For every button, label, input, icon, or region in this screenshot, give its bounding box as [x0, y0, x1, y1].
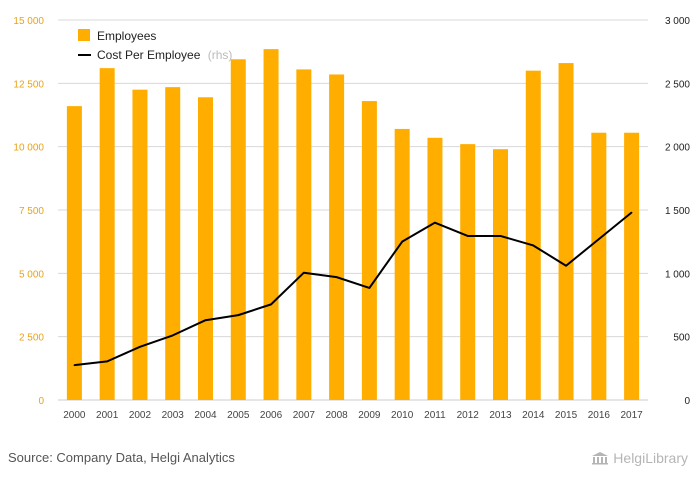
x-tick-label: 2005: [227, 410, 250, 421]
x-tick-label: 2012: [457, 410, 480, 421]
brand-name: HelgiLibrary: [613, 450, 688, 466]
bar-employees: [165, 87, 181, 400]
legend-label-cost-text: Cost Per Employee: [97, 48, 201, 62]
line-series-cost-per-employee: [73, 211, 633, 367]
line-point-cost-per-employee: [630, 211, 633, 214]
library-building-icon: [592, 452, 609, 465]
line-point-cost-per-employee: [73, 364, 76, 366]
x-tick-label: 2002: [129, 410, 152, 421]
legend-label-rhs-hint: (rhs): [208, 48, 233, 62]
x-tick-label: 2003: [162, 410, 185, 421]
bar-employees: [198, 97, 213, 401]
right-tick-label: 3 000: [665, 16, 690, 27]
x-tick-label: 2014: [522, 410, 545, 421]
bar-employees: [99, 68, 115, 400]
right-tick-label: 1 000: [665, 269, 690, 280]
source-note: Source: Company Data, Helgi Analytics: [8, 450, 235, 465]
x-tick-label: 2010: [391, 410, 414, 421]
legend: Employees Cost Per Employee (rhs): [78, 29, 232, 62]
left-tick-label: 10 000: [13, 143, 44, 154]
line-point-cost-per-employee: [499, 235, 502, 237]
bar-employees: [493, 149, 508, 400]
bar-employees: [427, 137, 443, 401]
left-tick-label: 12 500: [13, 79, 44, 90]
bar-employees: [394, 128, 410, 400]
bar-employees: [460, 144, 476, 400]
x-tick-label: 2015: [555, 410, 578, 421]
line-point-cost-per-employee: [401, 240, 403, 243]
grid-lines: [58, 19, 648, 401]
left-tick-label: 0: [38, 396, 44, 407]
bar-employees: [263, 49, 279, 401]
x-tick-label: 2004: [194, 410, 217, 421]
line-point-cost-per-employee: [565, 264, 567, 267]
bar-employees: [230, 59, 246, 401]
left-tick-label: 5 000: [19, 269, 44, 280]
x-tick-label: 2000: [63, 410, 86, 421]
line-point-cost-per-employee: [106, 360, 108, 363]
bar-employees: [591, 132, 607, 400]
x-tick-label: 2011: [424, 410, 446, 421]
brand-logo: HelgiLibrary: [591, 450, 688, 466]
line-point-cost-per-employee: [532, 244, 535, 247]
line-point-cost-per-employee: [237, 314, 240, 316]
line-point-cost-per-employee: [368, 287, 371, 289]
line-point-cost-per-employee: [139, 346, 141, 348]
line-point-cost-per-employee: [303, 271, 305, 274]
bar-employees: [361, 101, 377, 401]
x-tick-label: 2007: [293, 410, 316, 421]
bar-employees: [558, 63, 574, 401]
bar-employees: [329, 74, 345, 400]
right-tick-label: 0: [684, 396, 690, 407]
line-point-cost-per-employee: [466, 235, 469, 237]
bar-employees: [132, 89, 148, 401]
x-tick-label: 2009: [358, 410, 381, 421]
bar-employees: [624, 132, 640, 400]
right-tick-label: 1 500: [665, 206, 690, 217]
bar-series-employees: [66, 49, 640, 401]
right-tick-label: 2 000: [665, 143, 690, 154]
legend-swatch-employees: [78, 29, 90, 41]
x-tick-label: 2001: [96, 410, 119, 421]
bar-employees: [525, 70, 541, 401]
x-tick-label: 2008: [325, 410, 348, 421]
line-point-cost-per-employee: [171, 334, 174, 337]
right-tick-label: 2 500: [665, 79, 690, 90]
x-tick-label: 2006: [260, 410, 283, 421]
legend-label-cost-per-employee: Cost Per Employee (rhs): [97, 48, 232, 62]
x-tick-label: 2017: [620, 410, 643, 421]
x-tick-label: 2013: [489, 410, 512, 421]
line-cost-per-employee: [74, 211, 633, 367]
right-axis-ticks: 0 500 1 000 1 500 2 000 2 500 3 000: [665, 16, 690, 407]
line-point-cost-per-employee: [204, 319, 207, 322]
line-point-cost-per-employee: [598, 238, 600, 240]
right-tick-label: 500: [673, 333, 690, 344]
line-point-cost-per-employee: [335, 276, 338, 278]
left-tick-label: 15 000: [13, 16, 44, 27]
bar-employees: [66, 106, 82, 400]
combo-chart: 0 2 500 5 000 7 500 10 000 12 500 15 000 0 500 1…: [13, 16, 690, 421]
x-axis-ticks: 2000 2001 2002 2003 2004 2005 2006 2007 2008 2009…: [63, 410, 643, 421]
left-tick-label: 7 500: [19, 206, 44, 217]
left-tick-label: 2 500: [19, 333, 44, 344]
line-point-cost-per-employee: [270, 303, 272, 306]
legend-label-employees: Employees: [97, 29, 156, 43]
left-axis-ticks: 0 2 500 5 000 7 500 10 000 12 500 15 000: [13, 16, 44, 407]
x-tick-label: 2016: [588, 410, 611, 421]
bar-employees: [296, 69, 312, 401]
line-point-cost-per-employee: [434, 221, 436, 224]
